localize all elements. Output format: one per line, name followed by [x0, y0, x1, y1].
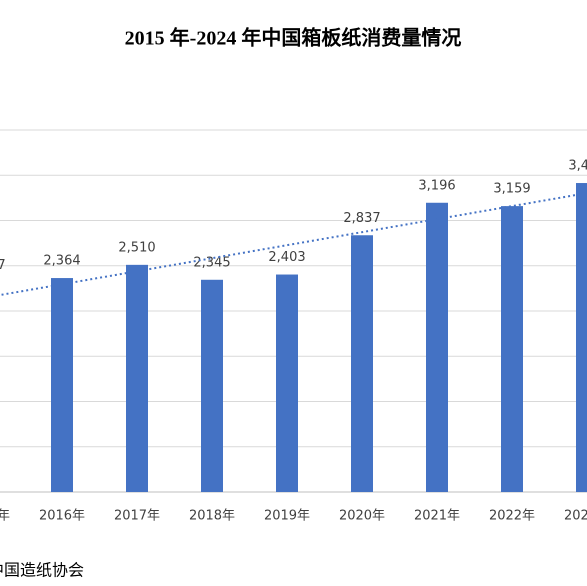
- source: 中国造纸协会: [0, 561, 84, 580]
- bar: [576, 183, 587, 492]
- value-label: 2,837: [343, 211, 380, 226]
- value-label: 3,414: [568, 159, 587, 174]
- x-tick-label: 2017年: [114, 509, 160, 524]
- x-tick-label: 2022年: [489, 509, 535, 524]
- value-label: 2,510: [118, 240, 155, 255]
- x-tick-label: 2023年: [564, 509, 587, 524]
- value-label: 2,317: [0, 258, 6, 273]
- bar: [126, 264, 148, 492]
- x-tick-label: 2021年: [414, 509, 460, 524]
- bar: [276, 274, 298, 492]
- bar: [351, 235, 373, 492]
- x-tick-label: 2019年: [264, 509, 310, 524]
- chart-title: 2015 年-2024 年中国箱板纸消费量情况: [125, 26, 462, 50]
- trendline: [0, 192, 587, 297]
- value-label: 2,364: [43, 254, 80, 269]
- bar: [426, 202, 448, 492]
- value-label: 2,403: [268, 250, 305, 265]
- x-tick-label: 2020年: [339, 509, 385, 524]
- x-tick-label: 2016年: [39, 509, 85, 524]
- bar: [51, 278, 73, 492]
- value-label: 2,345: [193, 255, 230, 270]
- x-tick-label: 2018年: [189, 509, 235, 524]
- bar: [501, 206, 523, 492]
- value-label: 3,196: [418, 178, 455, 193]
- bar: [201, 279, 223, 492]
- value-label: 3,159: [493, 182, 530, 197]
